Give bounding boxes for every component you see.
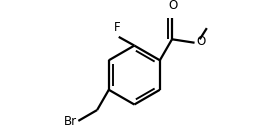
Text: O: O xyxy=(168,0,178,12)
Text: O: O xyxy=(196,35,206,48)
Text: F: F xyxy=(114,21,120,34)
Text: Br: Br xyxy=(63,115,77,128)
